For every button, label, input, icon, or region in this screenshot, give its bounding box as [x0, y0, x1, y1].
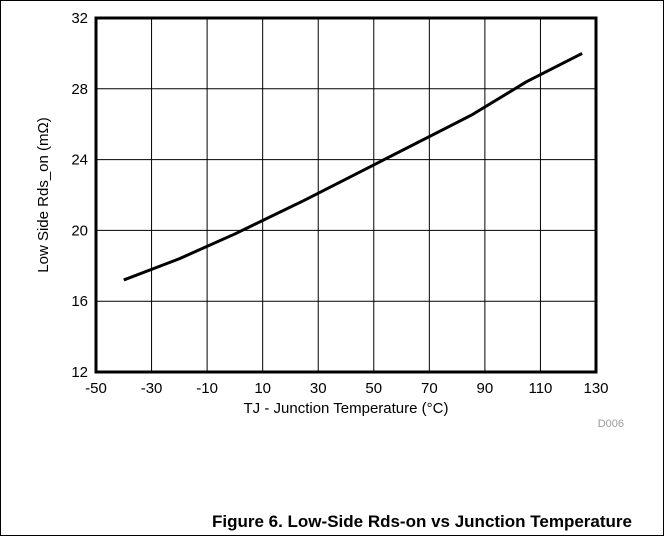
- series-layer: [123, 52, 583, 282]
- x-tick-label: -30: [141, 380, 163, 397]
- x-tick-label: 10: [254, 380, 271, 397]
- x-tick-label: 70: [421, 380, 438, 397]
- y-tick-label: 20: [71, 222, 88, 239]
- plot-area-border: [94, 16, 598, 374]
- y-tick-label: 24: [71, 152, 88, 169]
- x-tick-label: 30: [310, 380, 327, 397]
- y-axis-title: Low Side Rds_on (mΩ): [35, 117, 52, 272]
- x-tick-label: -50: [85, 380, 107, 397]
- figure-caption: Figure 6. Low-Side Rds-on vs Junction Te…: [211, 512, 632, 531]
- y-tick-labels: 12 16 20 24 28 32: [71, 10, 88, 381]
- rds-on-vs-temperature-chart: -50 -30 -10 10 30 50 70 90 110 130 12 16 20 24 28 32 T…: [35, 10, 624, 430]
- y-tick-label: 28: [71, 81, 88, 98]
- x-tick-label: 110: [528, 380, 552, 397]
- y-tick-label: 12: [71, 364, 88, 381]
- x-tick-labels: -50 -30 -10 10 30 50 70 90 110 130: [85, 380, 608, 397]
- x-tick-label: 130: [583, 380, 608, 397]
- x-axis-title: TJ - Junction Temperature (°C): [244, 400, 449, 417]
- series-line: [123, 52, 583, 282]
- x-tick-label: 90: [477, 380, 494, 397]
- y-tick-label: 16: [71, 293, 88, 310]
- x-tick-label: -10: [196, 380, 218, 397]
- source-id-label: D006: [598, 418, 624, 430]
- x-tick-label: 50: [365, 380, 382, 397]
- y-tick-label: 32: [71, 10, 88, 27]
- grid-lines: [95, 17, 597, 373]
